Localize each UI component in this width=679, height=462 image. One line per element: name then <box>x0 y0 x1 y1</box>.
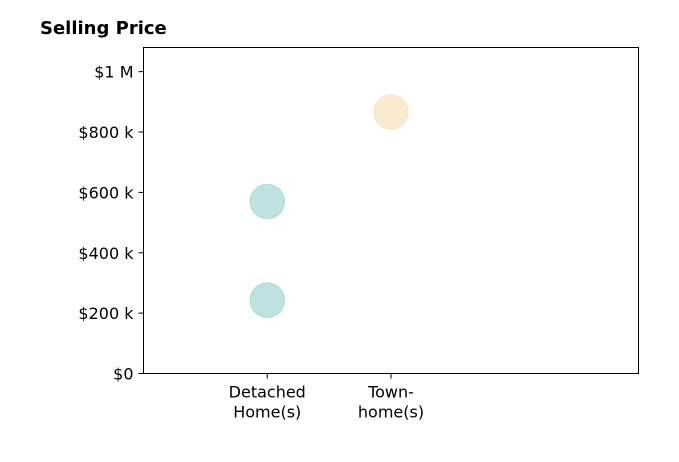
y-tick-label: $800 k <box>78 123 134 142</box>
y-tick-label: $1 M <box>94 63 133 82</box>
data-point <box>249 183 285 220</box>
y-tick-label: $400 k <box>78 244 134 263</box>
x-axis: Detached Home(s) Town-home(s) <box>229 373 424 422</box>
chart-marks <box>249 94 409 318</box>
x-tick-label: Town-home(s) <box>358 383 424 422</box>
x-tick-label: Detached Home(s) <box>229 383 306 422</box>
y-tick-label: $0 <box>113 365 133 384</box>
data-point <box>373 94 409 130</box>
chart-title: Selling Price <box>40 18 167 39</box>
y-tick-label: $600 k <box>78 183 134 202</box>
y-axis: $0 $200 k $400 k $600 k $800 k $1 M <box>78 63 144 384</box>
data-point <box>249 282 285 318</box>
y-tick-label: $200 k <box>78 304 134 323</box>
